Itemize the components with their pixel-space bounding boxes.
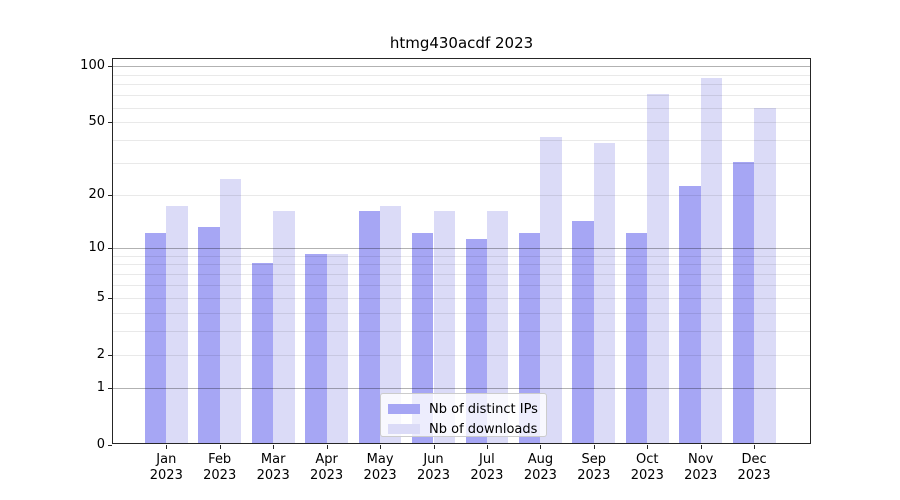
- chart-title: htmg430acdf 2023: [389, 34, 534, 52]
- y-tick-1: [108, 387, 112, 389]
- x-tick-label-jun: Jun 2023: [416, 451, 451, 484]
- bar-nb-of-distinct-ips-sep: [572, 221, 594, 443]
- legend-swatch-distinct-ips: [388, 404, 420, 414]
- bar-nb-of-downloads-jan: [166, 206, 188, 443]
- x-tick-label-jan: Jan 2023: [149, 451, 183, 484]
- x-tick-label-mar: Mar 2023: [256, 451, 290, 484]
- plot-area: 0 1 2 5 10 20 50 100 Jan 2023 Feb 2023 Mar 2023 Apr 202…: [80, 58, 811, 483]
- gridline-major-100: [113, 66, 810, 68]
- bar-nb-of-downloads-mar: [273, 210, 295, 443]
- y-tick-label-20: 20: [88, 187, 105, 202]
- bar-nb-of-distinct-ips-jul: [465, 239, 487, 443]
- x-tick-label-apr: Apr 2023: [310, 451, 344, 484]
- y-tick-label-2: 2: [96, 346, 105, 362]
- bar-nb-of-distinct-ips-feb: [198, 226, 220, 443]
- bar-nb-of-downloads-sep: [593, 142, 616, 443]
- bar-nb-of-downloads-feb: [219, 179, 242, 443]
- bar-nb-of-distinct-ips-nov: [679, 186, 701, 443]
- x-tick-label-may: May 2023: [363, 451, 397, 484]
- bar-nb-of-downloads-apr: [326, 254, 348, 443]
- x-tick-label-oct: Oct 2023: [630, 451, 664, 484]
- bar-nb-of-distinct-ips-jan: [144, 232, 167, 443]
- bar-nb-of-distinct-ips-mar: [251, 262, 274, 443]
- x-tick-apr: [326, 444, 328, 449]
- bar-nb-of-distinct-ips-oct: [625, 232, 648, 443]
- y-tick-0: [108, 444, 112, 446]
- x-tick-feb: [219, 444, 221, 449]
- y-tick-100: [108, 66, 112, 68]
- x-tick-jun: [433, 444, 435, 449]
- y-tick-10: [108, 248, 112, 249]
- y-tick-label-1: 1: [96, 379, 105, 395]
- bar-nb-of-distinct-ips-aug: [518, 232, 541, 443]
- bar-nb-of-downloads-dec: [754, 107, 776, 443]
- gridline-minor-90: [113, 74, 810, 76]
- x-tick-sep: [593, 444, 595, 449]
- bar-nb-of-distinct-ips-dec: [732, 161, 755, 443]
- x-tick-label-jul: Jul 2023: [470, 451, 504, 484]
- y-tick-label-100: 100: [80, 58, 105, 74]
- bar-nb-of-downloads-nov: [700, 78, 723, 443]
- bar-nb-of-downloads-jul: [486, 210, 509, 443]
- legend-swatch-downloads: [388, 424, 420, 434]
- bar-nb-of-distinct-ips-apr: [305, 254, 327, 443]
- x-tick-jan: [166, 444, 168, 449]
- legend-item-downloads: Nb of downloads: [388, 419, 546, 439]
- x-tick-label-aug: Aug 2023: [523, 451, 557, 484]
- x-tick-jul: [486, 444, 488, 449]
- x-tick-label-sep: Sep 2023: [577, 451, 611, 484]
- legend-label-downloads: Nb of downloads: [429, 421, 538, 437]
- y-tick-20: [108, 195, 112, 196]
- legend-item-distinct-ips: Nb of distinct IPs: [388, 399, 546, 419]
- x-tick-may: [380, 444, 382, 449]
- x-tick-nov: [700, 444, 702, 449]
- bar-nb-of-downloads-may: [380, 206, 402, 443]
- x-tick-label-nov: Nov 2023: [684, 451, 718, 484]
- legend: Nb of distinct IPs Nb of downloads: [380, 393, 547, 437]
- x-tick-oct: [647, 444, 649, 449]
- x-tick-dec: [754, 444, 756, 449]
- y-tick-50: [108, 122, 112, 124]
- y-tick-label-10: 10: [88, 240, 105, 255]
- x-tick-label-dec: Dec 2023: [737, 451, 771, 484]
- legend-label-distinct-ips: Nb of distinct IPs: [429, 401, 538, 417]
- y-tick-5: [108, 297, 112, 299]
- bar-nb-of-downloads-jun: [433, 210, 455, 443]
- bar-nb-of-downloads-aug: [540, 136, 562, 443]
- bar-nb-of-distinct-ips-may: [358, 210, 381, 443]
- bar-nb-of-downloads-oct: [647, 93, 669, 443]
- y-tick-label-50: 50: [88, 114, 105, 130]
- x-tick-mar: [273, 444, 275, 449]
- y-tick-2: [108, 354, 112, 356]
- bar-nb-of-distinct-ips-jun: [412, 232, 434, 443]
- y-tick-label-5: 5: [96, 289, 105, 305]
- x-tick-label-feb: Feb 2023: [203, 451, 237, 484]
- x-tick-aug: [540, 444, 542, 449]
- y-tick-label-0: 0: [96, 436, 105, 452]
